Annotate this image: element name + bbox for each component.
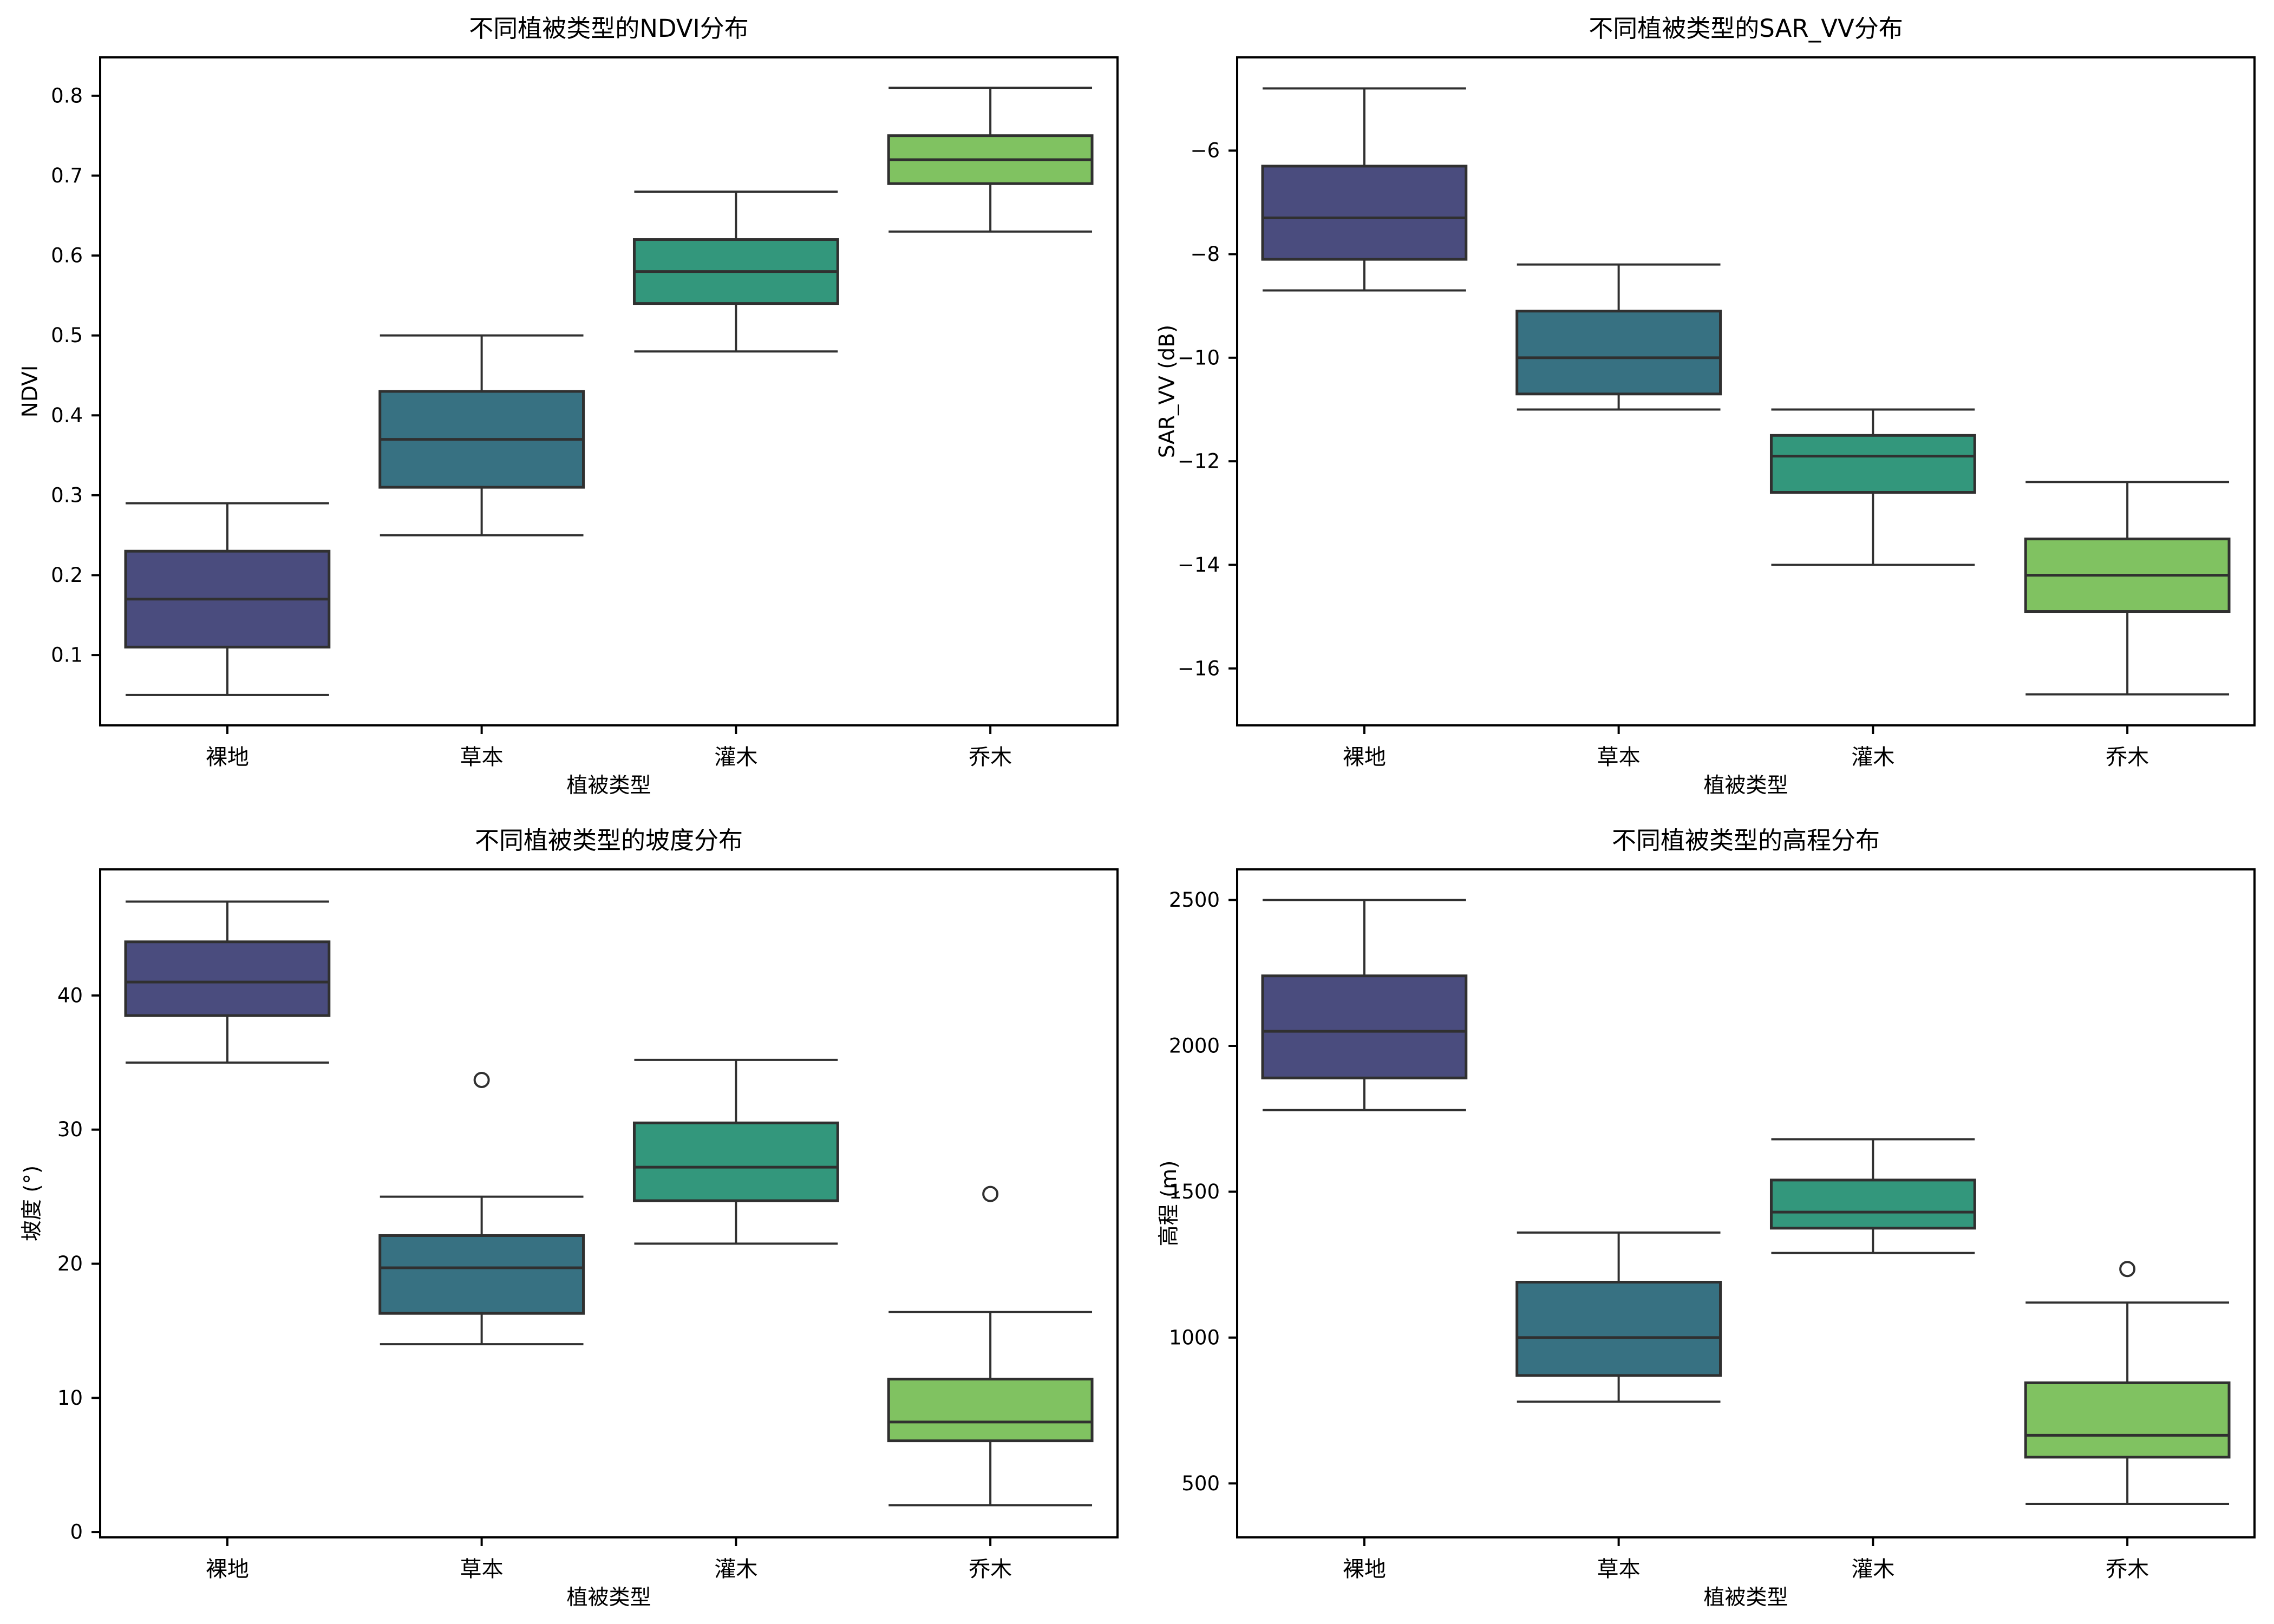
iqr-box bbox=[887, 1378, 1094, 1443]
y-tick-label: 10 bbox=[57, 1386, 83, 1410]
y-tick-label: 0 bbox=[70, 1521, 83, 1544]
iqr-box bbox=[1261, 165, 1468, 261]
x-tick-label: 裸地 bbox=[1343, 1557, 1386, 1582]
box-group-裸地 bbox=[124, 900, 331, 1064]
box-group-灌木 bbox=[1769, 1138, 1976, 1254]
sar-vv-boxplot-canvas: −16 −14 −12 −10 −8 −6 裸地 草本 灌木 乔木 bbox=[1178, 56, 2256, 770]
outlier-point bbox=[982, 1186, 999, 1202]
box-group-草本 bbox=[1515, 1231, 1722, 1403]
x-tick-label: 灌木 bbox=[1851, 1557, 1894, 1582]
y-tick-label: 40 bbox=[57, 984, 83, 1007]
y-tick-label: 2000 bbox=[1169, 1034, 1220, 1058]
y-axis-label: 坡度 (°) bbox=[20, 1165, 44, 1242]
x-axis-label: 植被类型 bbox=[1703, 774, 1788, 798]
chart-title: 不同植被类型的坡度分布 bbox=[474, 826, 743, 855]
x-tick-label: 裸地 bbox=[1343, 745, 1386, 770]
y-tick-label: −10 bbox=[1178, 346, 1220, 369]
y-tick-label: 0.7 bbox=[51, 164, 83, 187]
y-axis-label: NDVI bbox=[18, 365, 43, 418]
axes-frame bbox=[1236, 56, 2256, 726]
chart-title: 不同植被类型的SAR_VV分布 bbox=[1589, 14, 1903, 43]
box-group-乔木 bbox=[887, 1186, 1094, 1507]
x-tick-label: 草本 bbox=[460, 745, 504, 770]
y-tick-label: 0.1 bbox=[51, 644, 83, 667]
y-tick-label: 500 bbox=[1181, 1472, 1220, 1495]
box-group-灌木 bbox=[632, 190, 839, 353]
y-tick-label: 0.2 bbox=[51, 564, 83, 587]
iqr-box bbox=[1515, 1280, 1722, 1377]
x-tick-label: 草本 bbox=[1597, 1557, 1641, 1582]
iqr-box bbox=[1261, 974, 1468, 1079]
box-group-裸地 bbox=[1261, 899, 1468, 1111]
y-tick-label: 0.4 bbox=[51, 404, 83, 427]
outlier-point bbox=[473, 1072, 490, 1089]
box-group-裸地 bbox=[124, 502, 331, 696]
iqr-box bbox=[124, 940, 331, 1017]
outlier-point bbox=[2119, 1261, 2136, 1278]
subplot-elevation: 不同植被类型的高程分布 高程 (m) 500 1000 1500 2000 2500 裸地… bbox=[1137, 812, 2274, 1624]
x-tick-label: 灌木 bbox=[1851, 745, 1894, 770]
y-tick-label: 2500 bbox=[1169, 888, 1220, 912]
chart-title: 不同植被类型的高程分布 bbox=[1611, 826, 1880, 855]
chart-title: 不同植被类型的NDVI分布 bbox=[469, 14, 749, 43]
x-axis-label: 植被类型 bbox=[566, 1586, 651, 1610]
x-tick-label: 灌木 bbox=[714, 1557, 757, 1582]
y-tick-label: 0.5 bbox=[51, 324, 83, 347]
x-tick-label: 乔木 bbox=[2106, 1557, 2149, 1582]
x-tick-label: 草本 bbox=[460, 1557, 504, 1582]
y-tick-label: 1500 bbox=[1169, 1180, 1220, 1203]
y-tick-label: 0.3 bbox=[51, 483, 83, 507]
x-tick-label: 灌木 bbox=[714, 745, 757, 770]
box-group-乔木 bbox=[887, 87, 1094, 233]
y-tick-label: 0.6 bbox=[51, 244, 83, 267]
x-tick-label: 乔木 bbox=[2106, 745, 2149, 770]
iqr-box bbox=[2024, 1381, 2231, 1459]
box-group-乔木 bbox=[2024, 1261, 2231, 1505]
elevation-boxplot-canvas: 500 1000 1500 2000 2500 裸地 草本 灌木 乔木 bbox=[1169, 868, 2256, 1582]
x-tick-label: 裸地 bbox=[206, 745, 249, 770]
box-group-乔木 bbox=[2024, 481, 2231, 696]
x-tick-label: 乔木 bbox=[969, 745, 1012, 770]
subplot-sar-vv: 不同植被类型的SAR_VV分布 SAR_VV (dB) −16 −14 −12 −10… bbox=[1137, 0, 2274, 812]
box-group-裸地 bbox=[1261, 87, 1468, 292]
slope-boxplot-canvas: 0 10 20 30 40 裸地 草本 灌木 乔木 bbox=[57, 868, 1119, 1582]
x-tick-label: 草本 bbox=[1597, 745, 1641, 770]
x-tick-label: 裸地 bbox=[206, 1557, 249, 1582]
subplot-slope: 不同植被类型的坡度分布 坡度 (°) 0 10 20 30 40 裸地 草本 灌木 乔木 植被类… bbox=[0, 812, 1137, 1624]
x-axis-label: 植被类型 bbox=[1703, 1586, 1788, 1610]
y-tick-label: −14 bbox=[1178, 553, 1220, 577]
iqr-box bbox=[1769, 434, 1976, 494]
y-tick-label: −12 bbox=[1178, 450, 1220, 473]
iqr-box bbox=[1515, 310, 1722, 396]
box-group-灌木 bbox=[632, 1058, 839, 1245]
y-tick-label: 1000 bbox=[1169, 1326, 1220, 1349]
y-axis-label: 高程 (m) bbox=[1157, 1160, 1181, 1247]
iqr-box bbox=[632, 1121, 839, 1202]
y-tick-label: −6 bbox=[1190, 139, 1220, 162]
y-tick-label: −8 bbox=[1190, 243, 1220, 266]
y-tick-label: 20 bbox=[57, 1252, 83, 1275]
iqr-box bbox=[378, 1234, 585, 1315]
y-tick-label: 30 bbox=[57, 1118, 83, 1141]
box-group-草本 bbox=[378, 334, 585, 536]
y-axis-label: SAR_VV (dB) bbox=[1155, 324, 1180, 459]
subplot-ndvi: 不同植被类型的NDVI分布 NDVI 0.1 0.2 0.3 0.4 0.5 0.6 0.7… bbox=[0, 0, 1137, 812]
x-axis-label: 植被类型 bbox=[566, 774, 651, 798]
box-group-草本 bbox=[1515, 263, 1722, 411]
iqr-box bbox=[1769, 1178, 1976, 1230]
box-group-灌木 bbox=[1769, 408, 1976, 566]
y-tick-label: 0.8 bbox=[51, 84, 83, 107]
box-group-草本 bbox=[378, 1072, 585, 1346]
ndvi-boxplot-canvas: 0.1 0.2 0.3 0.4 0.5 0.6 0.7 0.8 裸地 草本 灌木 乔木 bbox=[51, 56, 1119, 770]
x-tick-label: 乔木 bbox=[969, 1557, 1012, 1582]
y-tick-label: −16 bbox=[1178, 657, 1220, 680]
